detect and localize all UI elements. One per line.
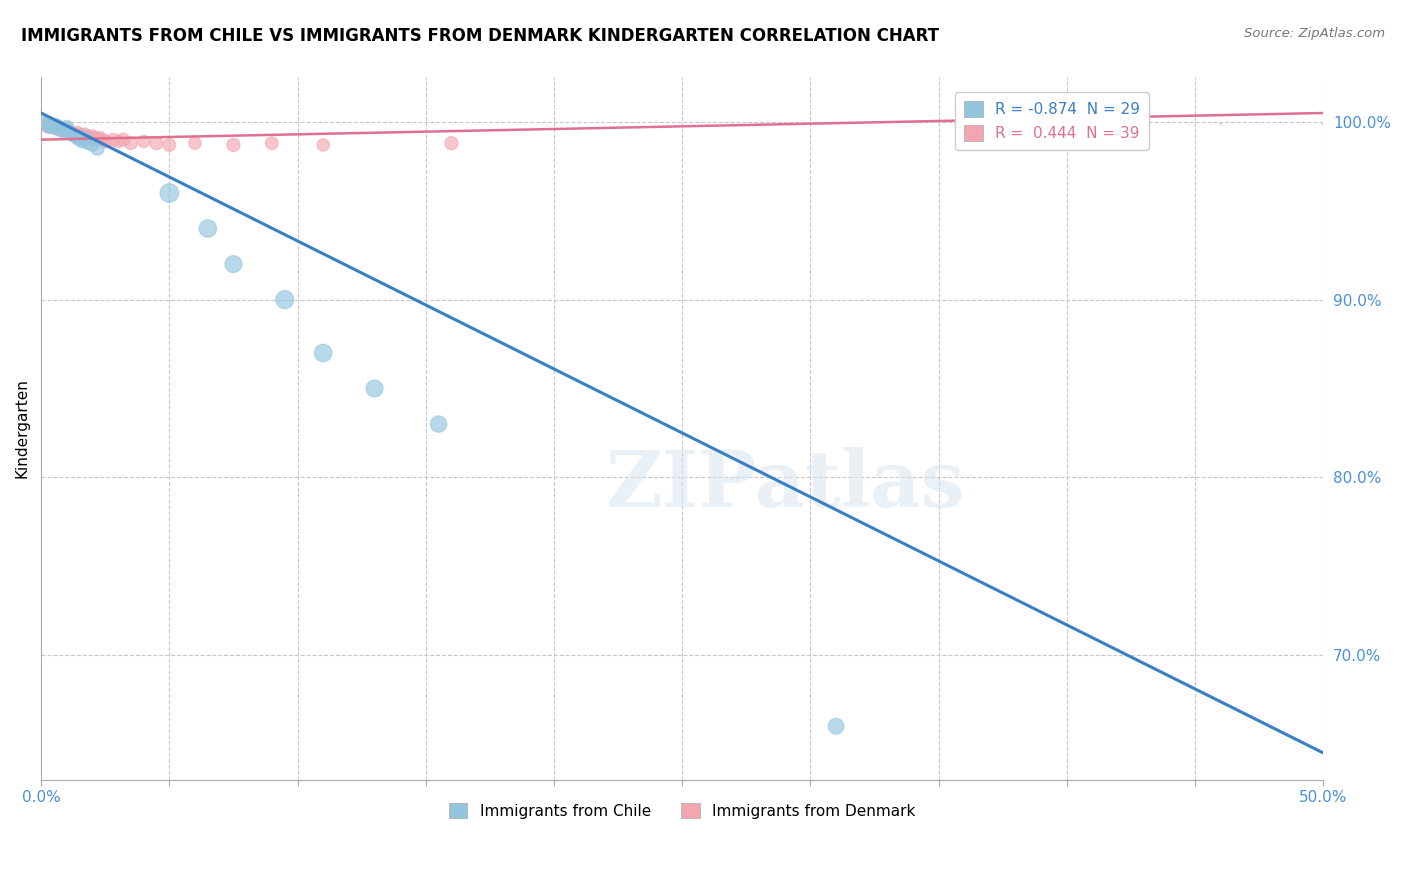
Point: [1107, 117, 1129, 131]
Point: [42, 120, 65, 135]
Point: [48, 120, 70, 135]
Point: [58, 124, 80, 138]
Point: [32, 117, 55, 131]
Point: [82, 138, 104, 153]
Point: [76, 129, 98, 144]
Point: [69, 133, 91, 147]
Point: [1312, 117, 1334, 131]
Point: [60, 128, 83, 142]
Point: [312, 346, 335, 360]
Point: [145, 136, 167, 151]
Point: [73, 131, 96, 145]
Point: [35, 117, 58, 131]
Point: [312, 138, 335, 153]
Point: [132, 135, 155, 149]
Point: [66, 131, 89, 145]
Point: [825, 719, 848, 733]
Point: [91, 133, 114, 147]
Point: [260, 136, 283, 151]
Text: Source: ZipAtlas.com: Source: ZipAtlas.com: [1244, 27, 1385, 40]
Point: [45, 119, 67, 133]
Point: [45, 122, 67, 136]
Point: [42, 120, 65, 135]
Point: [440, 136, 463, 151]
Point: [58, 126, 80, 140]
Point: [1312, 117, 1334, 131]
Point: [222, 138, 245, 153]
Point: [51, 124, 73, 138]
Point: [86, 142, 108, 156]
Point: [38, 119, 60, 133]
Point: [38, 120, 60, 135]
Point: [63, 129, 86, 144]
Point: [89, 131, 111, 145]
Point: [94, 135, 117, 149]
Point: [112, 133, 135, 147]
Point: [70, 135, 93, 149]
Point: [76, 136, 98, 151]
Point: [73, 128, 96, 142]
Point: [41, 120, 63, 135]
Point: [66, 126, 89, 140]
Point: [363, 382, 385, 396]
Point: [55, 122, 77, 136]
Point: [55, 120, 77, 135]
Point: [70, 129, 93, 144]
Point: [86, 133, 108, 147]
Text: ZIPatlas: ZIPatlas: [605, 447, 965, 523]
Point: [35, 119, 58, 133]
Point: [53, 124, 76, 138]
Point: [63, 128, 86, 142]
Point: [157, 186, 180, 200]
Point: [222, 257, 245, 271]
Point: [197, 221, 219, 235]
Point: [157, 138, 180, 153]
Point: [41, 119, 63, 133]
Point: [79, 131, 101, 145]
Point: [107, 135, 129, 149]
Point: [274, 293, 297, 307]
Point: [84, 131, 107, 145]
Text: IMMIGRANTS FROM CHILE VS IMMIGRANTS FROM DENMARK KINDERGARTEN CORRELATION CHART: IMMIGRANTS FROM CHILE VS IMMIGRANTS FROM…: [21, 27, 939, 45]
Point: [1209, 117, 1232, 131]
Point: [60, 126, 83, 140]
Point: [184, 136, 207, 151]
Point: [53, 122, 76, 136]
Legend: Immigrants from Chile, Immigrants from Denmark: Immigrants from Chile, Immigrants from D…: [443, 797, 921, 824]
Point: [427, 417, 450, 431]
Point: [69, 128, 91, 142]
Point: [120, 136, 142, 151]
Point: [48, 122, 70, 136]
Point: [101, 133, 124, 147]
Point: [51, 122, 73, 136]
Y-axis label: Kindergarten: Kindergarten: [15, 378, 30, 478]
Point: [82, 129, 104, 144]
